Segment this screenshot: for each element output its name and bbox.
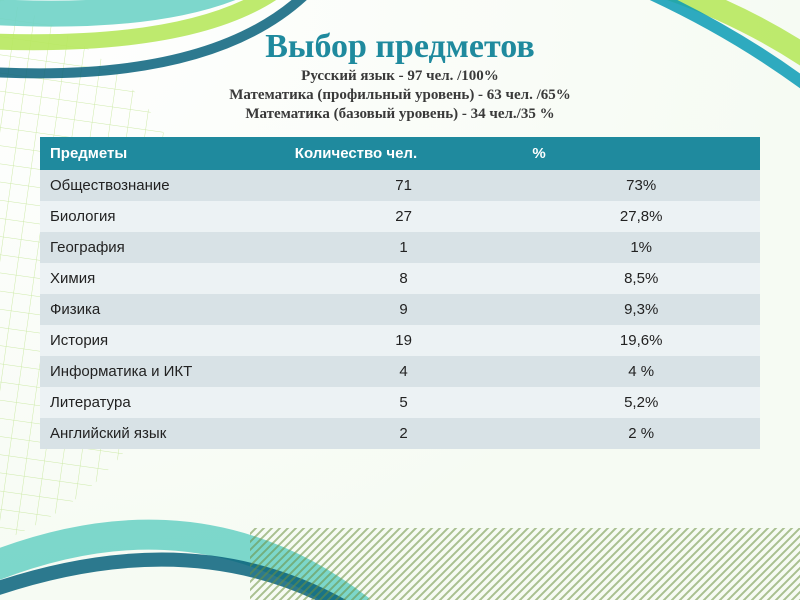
cell-subject: Физика [40,294,285,325]
cell-count: 1 [285,232,523,263]
col-header-count: Количество чел. [285,137,523,170]
table-row: Биология2727,8% [40,201,760,232]
cell-count: 19 [285,325,523,356]
cell-subject: История [40,325,285,356]
page-title: Выбор предметов [40,28,760,66]
cell-percent: 4 % [522,356,760,387]
cell-count: 4 [285,356,523,387]
col-header-percent: % [522,137,760,170]
col-header-subject: Предметы [40,137,285,170]
cell-percent: 2 % [522,418,760,449]
table-row: Химия88,5% [40,263,760,294]
subtitle-line-1: Русский язык - 97 чел. /100% [40,68,760,85]
cell-percent: 73% [522,170,760,201]
subtitle-line-2: Математика (профильный уровень) - 63 чел… [40,87,760,104]
cell-percent: 19,6% [522,325,760,356]
table-row: Английский язык22 % [40,418,760,449]
cell-subject: Английский язык [40,418,285,449]
table-row: Литература55,2% [40,387,760,418]
table-row: Информатика и ИКТ44 % [40,356,760,387]
table-header-row: Предметы Количество чел. % [40,137,760,170]
cell-percent: 8,5% [522,263,760,294]
table-row: Обществознание7173% [40,170,760,201]
cell-subject: Информатика и ИКТ [40,356,285,387]
cell-subject: Химия [40,263,285,294]
cell-subject: География [40,232,285,263]
subjects-table: Предметы Количество чел. % Обществознани… [40,137,760,449]
table-row: История1919,6% [40,325,760,356]
cell-count: 2 [285,418,523,449]
table-row: Физика99,3% [40,294,760,325]
cell-count: 27 [285,201,523,232]
cell-count: 71 [285,170,523,201]
cell-subject: Биология [40,201,285,232]
cell-count: 5 [285,387,523,418]
cell-percent: 27,8% [522,201,760,232]
cell-percent: 5,2% [522,387,760,418]
cell-subject: Обществознание [40,170,285,201]
table-row: География11% [40,232,760,263]
cell-count: 8 [285,263,523,294]
cell-percent: 9,3% [522,294,760,325]
cell-count: 9 [285,294,523,325]
cell-subject: Литература [40,387,285,418]
cell-percent: 1% [522,232,760,263]
subtitle-line-3: Математика (базовый уровень) - 34 чел./3… [40,106,760,123]
